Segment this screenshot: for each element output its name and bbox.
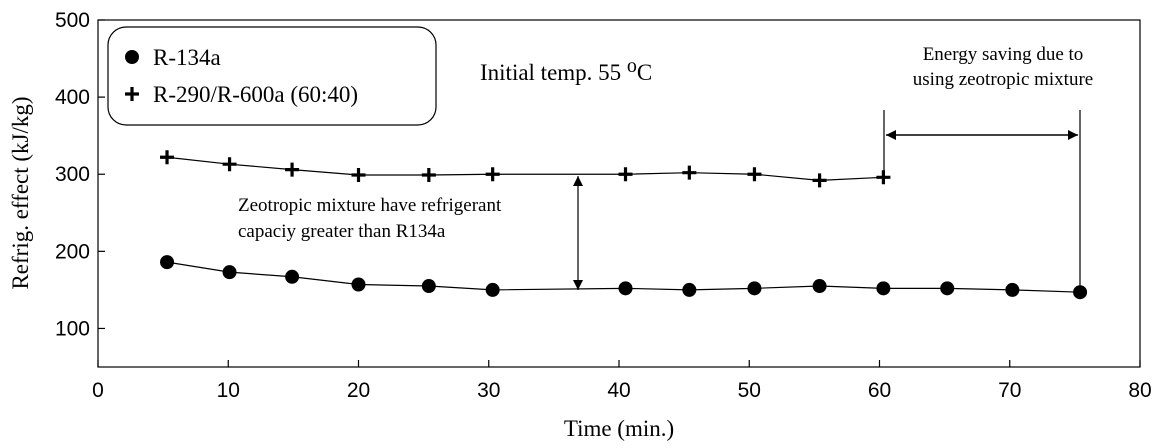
legend-box: [107, 26, 437, 126]
y-tick-label: 400: [55, 86, 90, 109]
annotation: Energy saving due to: [923, 44, 1084, 65]
y-axis-label: Refrig. effect (kJ/kg): [8, 96, 33, 289]
data-point: [485, 167, 500, 182]
data-point: [812, 173, 827, 188]
data-point: [876, 281, 891, 296]
y-tick-label: 200: [55, 240, 90, 263]
x-axis-label: Time (min.): [564, 416, 674, 441]
data-point: [618, 281, 633, 296]
data-point: [812, 279, 827, 294]
data-point: [682, 165, 697, 180]
data-point: [940, 281, 955, 296]
x-tick-label: 40: [607, 379, 630, 402]
y-tick-label: 100: [55, 317, 90, 340]
series-line: [166, 261, 1081, 293]
data-point: [876, 170, 891, 185]
data-point: [421, 167, 436, 182]
data-point: [222, 265, 237, 280]
data-point: [1005, 282, 1020, 297]
legend-label: R-290/R-600a (60:40): [153, 82, 358, 107]
data-point: [747, 167, 762, 182]
annotation: Initial temp. 55 oC: [480, 55, 652, 85]
x-tick-label: 20: [347, 379, 370, 402]
annotation: using zeotropic mixture: [913, 69, 1093, 90]
data-point: [485, 282, 500, 297]
data-point: [1073, 285, 1088, 300]
x-tick-label: 80: [1128, 379, 1151, 402]
x-tick-label: 10: [217, 379, 240, 402]
legend-key: [125, 87, 139, 101]
data-point: [421, 279, 436, 294]
data-point: [160, 255, 175, 270]
series-line: [166, 156, 884, 181]
y-tick-label: 500: [55, 9, 90, 32]
annotation: Zeotropic mixture have refrigerant: [238, 195, 502, 216]
data-point: [682, 282, 697, 297]
x-tick-label: 30: [477, 379, 500, 402]
legend-key: [125, 50, 139, 64]
y-tick-label: 300: [55, 163, 90, 186]
data-point: [285, 162, 300, 177]
x-tick-label: 60: [868, 379, 891, 402]
x-tick-label: 70: [998, 379, 1021, 402]
data-point: [747, 281, 762, 296]
data-point: [285, 269, 300, 284]
data-point: [222, 157, 237, 172]
annotation: capaciy greater than R134a: [238, 221, 446, 242]
x-tick-label: 0: [92, 379, 104, 402]
data-point: [351, 277, 366, 292]
data-point: [351, 167, 366, 182]
legend-label: R-134a: [153, 45, 221, 70]
data-point: [618, 167, 633, 182]
data-point: [160, 150, 175, 165]
x-tick-label: 50: [738, 379, 761, 402]
